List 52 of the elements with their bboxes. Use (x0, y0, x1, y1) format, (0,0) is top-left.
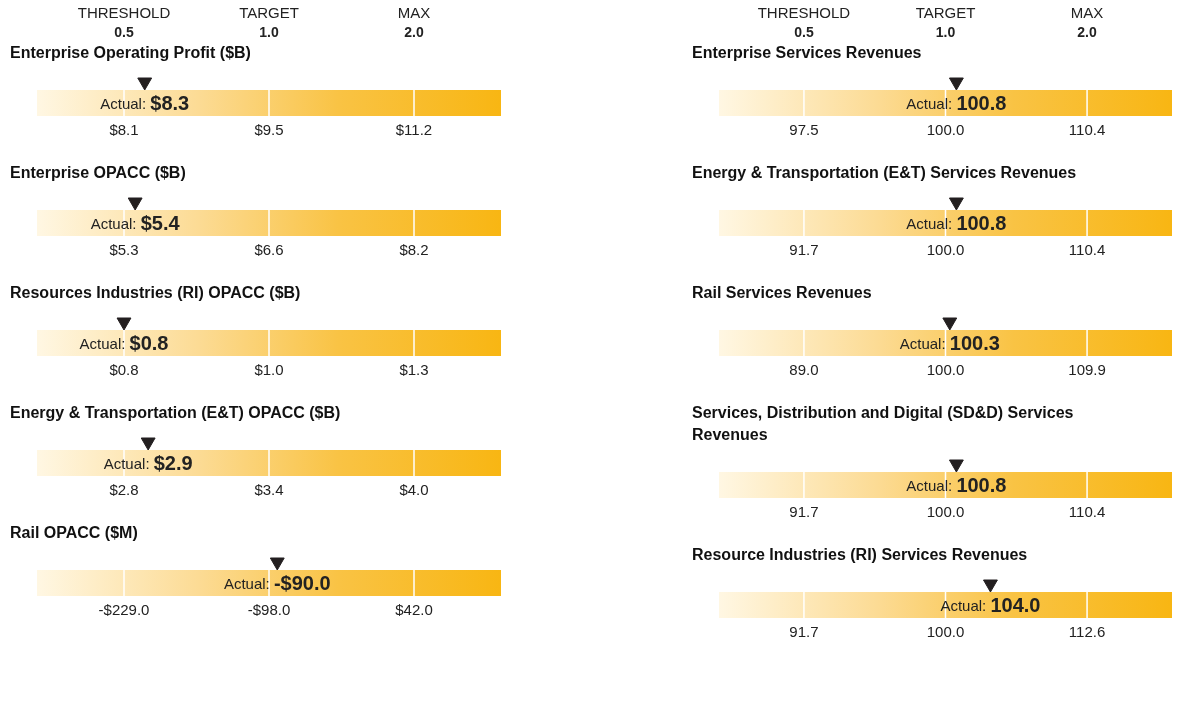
text: 91.7 (789, 503, 819, 521)
text: Energy & Transportation (E&T) OPACC ($B) (10, 404, 341, 422)
text: 97.5 (789, 121, 819, 139)
text: $0.8 (109, 361, 139, 379)
text: 110.4 (1068, 241, 1106, 259)
data-label: Actual: $0.8 (79, 331, 169, 354)
text: 100.0 (926, 121, 965, 139)
text: 100.0 (926, 623, 965, 641)
text: 91.7 (789, 241, 819, 259)
text: 100.0 (926, 503, 965, 521)
text: $3.4 (254, 481, 284, 499)
data-label: Actual: -$90.0 (223, 571, 331, 594)
text: 100.0 (926, 361, 965, 379)
text: $8.2 (399, 241, 429, 259)
data-label: Actual: $2.9 (103, 451, 193, 474)
text: MAX 2.0 (397, 3, 431, 40)
data-label: Actual: 100.3 (899, 331, 1000, 354)
text: 110.4 (1068, 503, 1106, 521)
text: -$98.0 (247, 601, 291, 619)
text: $8.1 (109, 121, 139, 139)
text: 112.6 (1068, 623, 1106, 641)
text: Enterprise Operating Profit ($B) (10, 44, 251, 62)
text: 91.7 (789, 623, 819, 641)
text: 89.0 (789, 361, 819, 379)
text: $6.6 (254, 241, 284, 259)
text: THRESHOLD 0.5 (77, 3, 171, 40)
text: $1.0 (254, 361, 284, 379)
text: 100.0 (926, 241, 965, 259)
text: -$229.0 (98, 601, 150, 619)
text: Services, Distribution and Digital (SD&D) Services Revenues (692, 404, 1074, 444)
text: $5.3 (109, 241, 139, 259)
text: $9.5 (254, 121, 284, 139)
text: TARGET 1.0 (239, 3, 299, 40)
text: $42.0 (395, 601, 433, 619)
text: Enterprise Services Revenues (692, 44, 922, 62)
text: TARGET 1.0 (915, 3, 976, 40)
text: 110.4 (1068, 121, 1106, 139)
text: Rail Services Revenues (692, 284, 872, 302)
text: $2.8 (109, 481, 139, 499)
text: $1.3 (399, 361, 429, 379)
text: THRESHOLD 0.5 (757, 3, 851, 40)
data-label: Actual: $8.3 (100, 91, 190, 114)
text: 109.9 (1068, 361, 1106, 379)
data-label: Actual: $5.4 (90, 211, 181, 234)
text: MAX 2.0 (1070, 3, 1104, 40)
text: Enterprise OPACC ($B) (10, 164, 186, 182)
text: Energy & Transportation (E&T) Services Revenues (692, 164, 1077, 182)
text: $4.0 (399, 481, 429, 499)
text: Resources Industries (RI) OPACC ($B) (10, 284, 301, 302)
text: Resource Industries (RI) Services Revenues (692, 546, 1028, 564)
text: Rail OPACC ($M) (10, 524, 138, 542)
text: $11.2 (395, 121, 433, 139)
